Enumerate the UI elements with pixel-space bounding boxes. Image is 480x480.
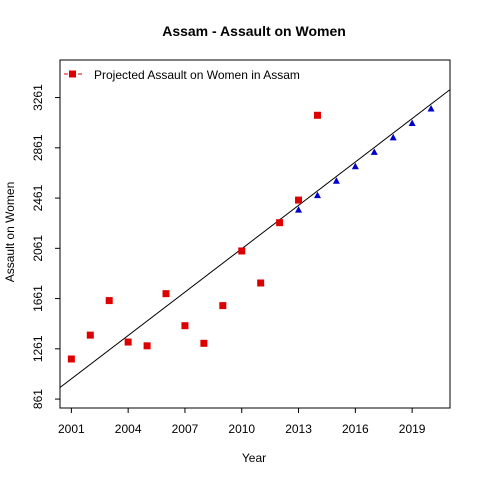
actual-point [238, 247, 246, 255]
actual-point [143, 342, 151, 350]
actual-point [162, 290, 170, 298]
plot-frame [59, 59, 451, 409]
y-tick-label: 1261 [31, 335, 45, 362]
y-tick-label: 2461 [31, 184, 45, 211]
x-tick-label: 2010 [228, 422, 255, 436]
actual-point [67, 355, 75, 363]
y-tick-label: 2861 [31, 134, 45, 161]
y-axis: 861 1261 1661 2061 2461 2861 3261 [31, 84, 60, 409]
y-axis-title: Assault on Women [3, 182, 17, 283]
projected-point [370, 148, 378, 155]
legend: Projected Assault on Women in Assam [64, 68, 300, 82]
legend-entry: Projected Assault on Women in Assam [94, 68, 300, 82]
actual-point [200, 339, 208, 347]
actual-point [295, 196, 303, 204]
actual-point [86, 331, 94, 339]
data-points [67, 104, 435, 363]
x-axis-title: Year [242, 451, 266, 465]
x-tick-label: 2001 [58, 422, 85, 436]
legend-square-marker [69, 70, 76, 78]
projected-point [351, 162, 359, 170]
actual-point [181, 322, 189, 330]
x-tick-label: 2013 [285, 422, 312, 436]
y-tick-label: 861 [31, 389, 45, 409]
actual-point [219, 302, 227, 310]
projected-point [427, 104, 435, 112]
actual-point [257, 279, 265, 287]
actual-point [313, 111, 321, 119]
actual-point [276, 219, 284, 227]
projected-point [408, 119, 416, 126]
y-tick-label: 2061 [31, 235, 45, 262]
actual-point [124, 338, 132, 346]
projected-point [313, 191, 321, 199]
actual-point [105, 297, 113, 305]
x-axis: 2001 2004 2007 2010 2013 2016 2019 [58, 408, 426, 436]
y-tick-label: 3261 [31, 84, 45, 111]
x-tick-label: 2019 [399, 422, 426, 436]
projected-point [332, 177, 340, 184]
projected-point [389, 133, 397, 141]
x-tick-label: 2016 [342, 422, 369, 436]
y-tick-label: 1661 [31, 285, 45, 312]
x-tick-label: 2007 [172, 422, 199, 436]
chart-title: Assam - Assault on Women [162, 23, 346, 39]
projected-point [295, 206, 303, 213]
trend-line [59, 89, 451, 388]
regression-line [59, 89, 451, 388]
x-tick-label: 2004 [115, 422, 142, 436]
